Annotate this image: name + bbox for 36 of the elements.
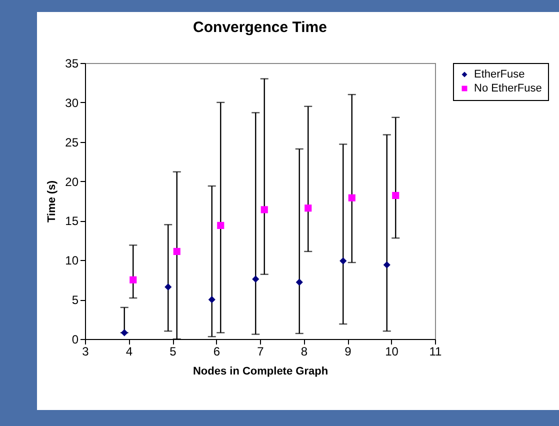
legend-label: EtherFuse (474, 68, 525, 80)
point (304, 204, 312, 212)
point (164, 283, 172, 290)
y-axis-title: Time (s) (46, 180, 58, 222)
point (383, 261, 390, 268)
y-tick-label: 25 (65, 135, 79, 150)
point (340, 257, 347, 264)
point (392, 192, 400, 200)
point (260, 206, 268, 214)
x-tick-label: 3 (82, 344, 90, 358)
point (348, 194, 356, 202)
x-tick-label: 5 (170, 344, 177, 358)
point (217, 222, 224, 229)
point (130, 276, 137, 284)
point (252, 276, 260, 283)
x-tick-label: 8 (300, 344, 308, 358)
point (296, 278, 303, 286)
x-axis-title: Nodes in Complete Graph (192, 366, 328, 378)
x-tick-label: 7 (257, 344, 264, 358)
y-tick-label: 10 (65, 254, 79, 268)
y-tick-label: 30 (65, 96, 79, 110)
x-tick-label: 10 (385, 344, 399, 358)
y-tick-label: 15 (65, 214, 79, 228)
legend-label: No EtherFuse (474, 82, 542, 94)
y-tick-label: 35 (65, 56, 79, 70)
point (208, 296, 216, 304)
y-tick-label: 5 (72, 293, 79, 308)
point (120, 329, 128, 336)
y-tick-label: 0 (72, 332, 79, 346)
x-tick-label: 6 (213, 344, 220, 358)
x-tick-label: 11 (429, 344, 442, 358)
chart-title: Convergence Time (193, 19, 327, 36)
y-tick-label: 20 (65, 174, 79, 189)
x-tick-label: 9 (344, 344, 352, 358)
x-tick-label: 4 (126, 344, 133, 358)
point (173, 248, 180, 256)
